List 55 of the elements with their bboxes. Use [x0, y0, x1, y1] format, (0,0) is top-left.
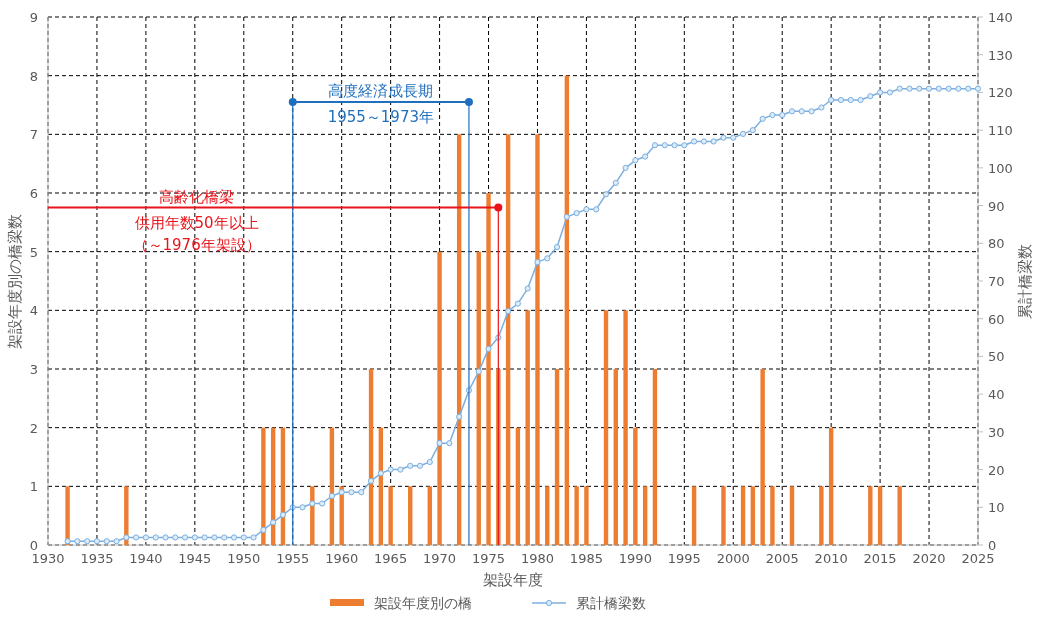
y-tick-label: 2: [29, 420, 38, 436]
y-tick-label: 3: [29, 362, 38, 377]
x-tick-label: 1955: [276, 551, 310, 566]
x-tick-label: 2015: [863, 551, 897, 566]
x-axis-title: 架設年度: [483, 571, 543, 589]
x-tick-label: 2010: [814, 551, 848, 566]
annotation: 1955～1973年: [327, 108, 434, 126]
y2-tick-label: 100: [988, 160, 1013, 176]
legend-label: 累計橋梁数: [576, 595, 646, 611]
x-tick-label: 2005: [765, 551, 799, 566]
y-tick-label: 9: [29, 10, 38, 25]
x-tick-label: 2020: [912, 551, 946, 566]
y2-tick-label: 130: [988, 47, 1013, 63]
y2-tick-label: 70: [988, 274, 1005, 289]
y2-tick-label: 40: [988, 387, 1005, 403]
x-tick-label: 1945: [178, 551, 212, 566]
y2-tick-label: 60: [988, 311, 1005, 327]
x-tick-label: 1970: [423, 551, 457, 566]
y2-tick-label: 120: [988, 85, 1013, 101]
x-tick-label: 1960: [325, 551, 359, 566]
legend-label: 架設年度別の橋: [374, 595, 472, 611]
y2-tick-label: 0: [988, 538, 997, 553]
y-tick-label: 4: [29, 303, 38, 319]
y2-tick-label: 80: [988, 236, 1005, 252]
y-tick-label: 7: [29, 127, 38, 143]
x-tick-label: 1990: [618, 551, 652, 566]
y2-tick-label: 90: [988, 198, 1005, 214]
x-tick-label: 1930: [31, 551, 65, 566]
y2-tick-label: 10: [988, 500, 1005, 516]
x-tick-label: 1935: [80, 551, 114, 566]
x-tick-label: 1985: [569, 551, 603, 566]
x-tick-label: 1940: [129, 551, 163, 566]
x-tick-label: 2025: [961, 551, 995, 566]
y-axis-title: 架設年度別の橋梁数: [6, 213, 24, 349]
x-tick-label: 1965: [374, 551, 408, 566]
x-tick-label: 1995: [667, 551, 701, 566]
x-tick-label: 1980: [520, 551, 555, 566]
annotation: 高度経済成長期: [328, 82, 434, 100]
y-tick-label: 0: [29, 538, 38, 553]
annotation: 高齢化橋梁: [159, 187, 235, 206]
y-tick-label: 5: [29, 244, 38, 260]
x-tick-label: 1950: [227, 551, 261, 566]
y-tick-label: 6: [29, 186, 38, 201]
y2-tick-label: 50: [988, 349, 1005, 365]
annotation: （～1976年架設）: [132, 235, 261, 254]
y-tick-label: 1: [29, 479, 38, 495]
y2-tick-label: 20: [988, 462, 1005, 478]
y-tick-label: 8: [29, 68, 38, 84]
y2-axis-title: 累計橋梁数: [1016, 243, 1034, 319]
y2-tick-label: 110: [988, 123, 1013, 139]
x-tick-label: 1975: [471, 551, 506, 566]
x-tick-label: 2000: [716, 551, 750, 566]
annotation: 供用年数50年以上: [134, 213, 259, 232]
y2-tick-label: 30: [988, 424, 1005, 440]
y2-tick-label: 140: [988, 10, 1013, 25]
